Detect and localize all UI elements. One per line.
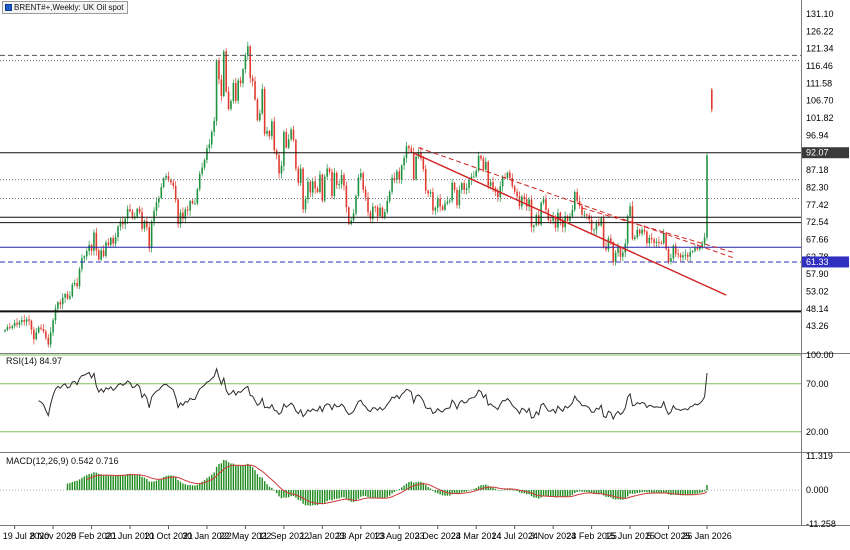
svg-text:48.14: 48.14: [806, 304, 829, 314]
svg-text:67.66: 67.66: [806, 234, 829, 244]
chart-window-icon: [5, 4, 12, 11]
svg-text:30 Jan 2022: 30 Jan 2022: [182, 531, 232, 541]
svg-text:126.22: 126.22: [806, 26, 834, 36]
svg-text:87.18: 87.18: [806, 165, 829, 175]
svg-text:20 Jun 2021: 20 Jun 2021: [105, 531, 155, 541]
svg-text:106.70: 106.70: [806, 96, 834, 106]
svg-text:14 Jul 2024: 14 Jul 2024: [491, 531, 538, 541]
svg-text:5 Oct 2025: 5 Oct 2025: [647, 531, 691, 541]
chart-title: BRENT#+,Weekly: UK Oil spot: [14, 3, 124, 12]
pane-separators[interactable]: [0, 0, 850, 526]
svg-text:121.34: 121.34: [806, 44, 834, 54]
svg-text:-11.258: -11.258: [806, 519, 836, 529]
svg-text:22 May 2022: 22 May 2022: [219, 531, 271, 541]
svg-text:43.26: 43.26: [806, 321, 829, 331]
svg-text:11 Sep 2022: 11 Sep 2022: [259, 531, 309, 541]
rsi-indicator-label: RSI(14) 84.97: [6, 356, 63, 366]
macd-indicator-label: MACD(12,26,9) 0.542 0.716: [6, 456, 119, 466]
svg-text:10 Oct 2021: 10 Oct 2021: [144, 531, 193, 541]
svg-text:24 Mar 2024: 24 Mar 2024: [451, 531, 502, 541]
svg-text:61.33: 61.33: [806, 257, 829, 267]
svg-text:13 Aug 2023: 13 Aug 2023: [374, 531, 425, 541]
svg-text:3 Dec 2023: 3 Dec 2023: [415, 531, 461, 541]
svg-text:23 Apr 2023: 23 Apr 2023: [337, 531, 386, 541]
svg-text:101.82: 101.82: [806, 113, 834, 123]
svg-text:96.94: 96.94: [806, 130, 829, 140]
svg-text:53.02: 53.02: [806, 286, 829, 296]
chart-title-box: BRENT#+,Weekly: UK Oil spot: [2, 1, 129, 14]
svg-text:23 Feb 2025: 23 Feb 2025: [566, 531, 617, 541]
svg-text:100.00: 100.00: [806, 350, 834, 360]
svg-text:28 Feb 2021: 28 Feb 2021: [66, 531, 117, 541]
svg-text:111.58: 111.58: [806, 78, 832, 88]
candles-layer: [4, 41, 713, 348]
svg-text:8 Nov 2020: 8 Nov 2020: [30, 531, 76, 541]
main-price-pane[interactable]: [0, 41, 801, 348]
horizontal-lines-layer[interactable]: [0, 54, 801, 313]
svg-text:70.00: 70.00: [806, 379, 829, 389]
price-axis[interactable]: 131.10 126.22 121.34 116.46 111.58 106.70 101.…: [802, 9, 849, 529]
svg-text:72.54: 72.54: [806, 217, 829, 227]
svg-text:131.10: 131.10: [806, 9, 834, 19]
svg-text:3 Nov 2024: 3 Nov 2024: [530, 531, 576, 541]
svg-text:1 Jan 2023: 1 Jan 2023: [300, 531, 345, 541]
svg-text:11.319: 11.319: [806, 451, 833, 461]
svg-text:26 Jan 2026: 26 Jan 2026: [682, 531, 732, 541]
svg-text:57.90: 57.90: [806, 269, 829, 279]
svg-text:82.30: 82.30: [806, 182, 829, 192]
svg-text:116.46: 116.46: [806, 61, 833, 71]
macd-pane[interactable]: [0, 459, 801, 506]
trendlines-layer[interactable]: [413, 147, 734, 296]
svg-text:15 Jun 2025: 15 Jun 2025: [605, 531, 655, 541]
svg-text:20.00: 20.00: [806, 427, 829, 437]
svg-text:92.07: 92.07: [806, 148, 829, 158]
svg-text:19 Jul 2020: 19 Jul 2020: [3, 531, 50, 541]
rsi-pane[interactable]: [0, 354, 801, 433]
svg-text:0.000: 0.000: [806, 485, 829, 495]
svg-text:77.42: 77.42: [806, 200, 829, 210]
